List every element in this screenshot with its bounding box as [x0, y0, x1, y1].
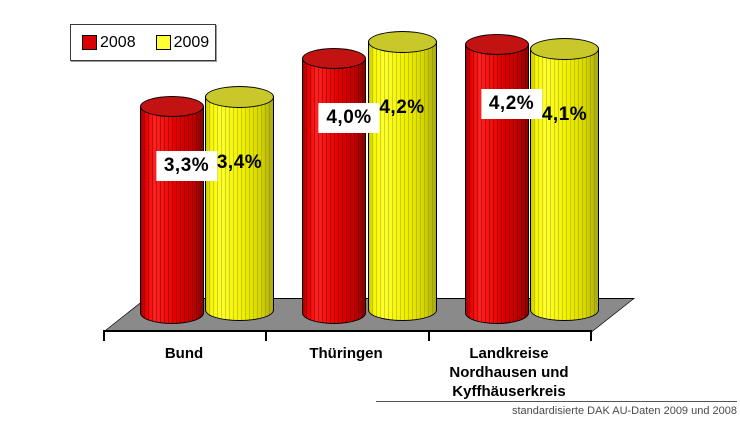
x-axis-label-thüringen: Thüringen: [309, 345, 383, 362]
cylinder-top-face: [302, 48, 366, 69]
cylinder-top-face: [464, 34, 529, 55]
x-axis-label-bund: Bund: [164, 345, 204, 362]
value-label-2008-thüringen: 4,0%: [318, 103, 380, 133]
cylinder-2009-landkreise-nordhausen-und-kyffhäuserkreis: [530, 38, 599, 321]
x-axis-tick: [265, 331, 267, 341]
legend: 2008 2009: [70, 24, 216, 61]
source-note: standardisierte DAK AU-Daten 2009 und 20…: [511, 405, 737, 417]
legend-label-2009: 2009: [173, 33, 210, 51]
cylinder-body: [530, 48, 599, 321]
value-label-2009-thüringen: 4,2%: [379, 97, 425, 118]
x-axis-line: [103, 330, 592, 332]
cylinder-top-face: [530, 38, 599, 60]
cylinder-body: [464, 44, 529, 324]
value-label-2008-landkreise-nordhausen-und-kyffhäuserkreis: 4,2%: [480, 89, 543, 119]
value-label-2009-bund: 3,4%: [216, 152, 263, 173]
value-label-2009-landkreise-nordhausen-und-kyffhäuserkreis: 4,1%: [541, 104, 588, 125]
legend-swatch-2008: [82, 35, 97, 50]
cylinder-2009-thüringen: [367, 31, 437, 321]
cylinder-top-face: [205, 86, 274, 108]
cylinder-2008-thüringen: [302, 48, 366, 324]
value-label-2008-bund: 3,3%: [155, 151, 218, 181]
cylinder-body: [205, 96, 274, 321]
legend-swatch-2009: [155, 35, 171, 50]
cylinder-body: [367, 41, 437, 321]
cylinder-body: [139, 106, 204, 324]
footer-divider: [376, 401, 737, 402]
cylinder-body: [302, 58, 366, 324]
cylinder-top-face: [139, 96, 204, 117]
x-axis-tick: [103, 331, 105, 341]
cylinder-2009-bund: [205, 86, 274, 321]
x-axis-tick: [428, 331, 430, 341]
legend-label-2008: 2008: [100, 33, 136, 51]
cylinder-top-face: [367, 31, 437, 53]
cylinder-2008-bund: [139, 96, 204, 324]
cylinder-2008-landkreise-nordhausen-und-kyffhäuserkreis: [464, 34, 529, 324]
x-axis-tick: [590, 331, 592, 341]
x-axis-label-landkreise-nordhausen-und-kyffhäuserkreis: Landkreise Nordhausen und Kyffhäuserkrei…: [449, 345, 569, 400]
